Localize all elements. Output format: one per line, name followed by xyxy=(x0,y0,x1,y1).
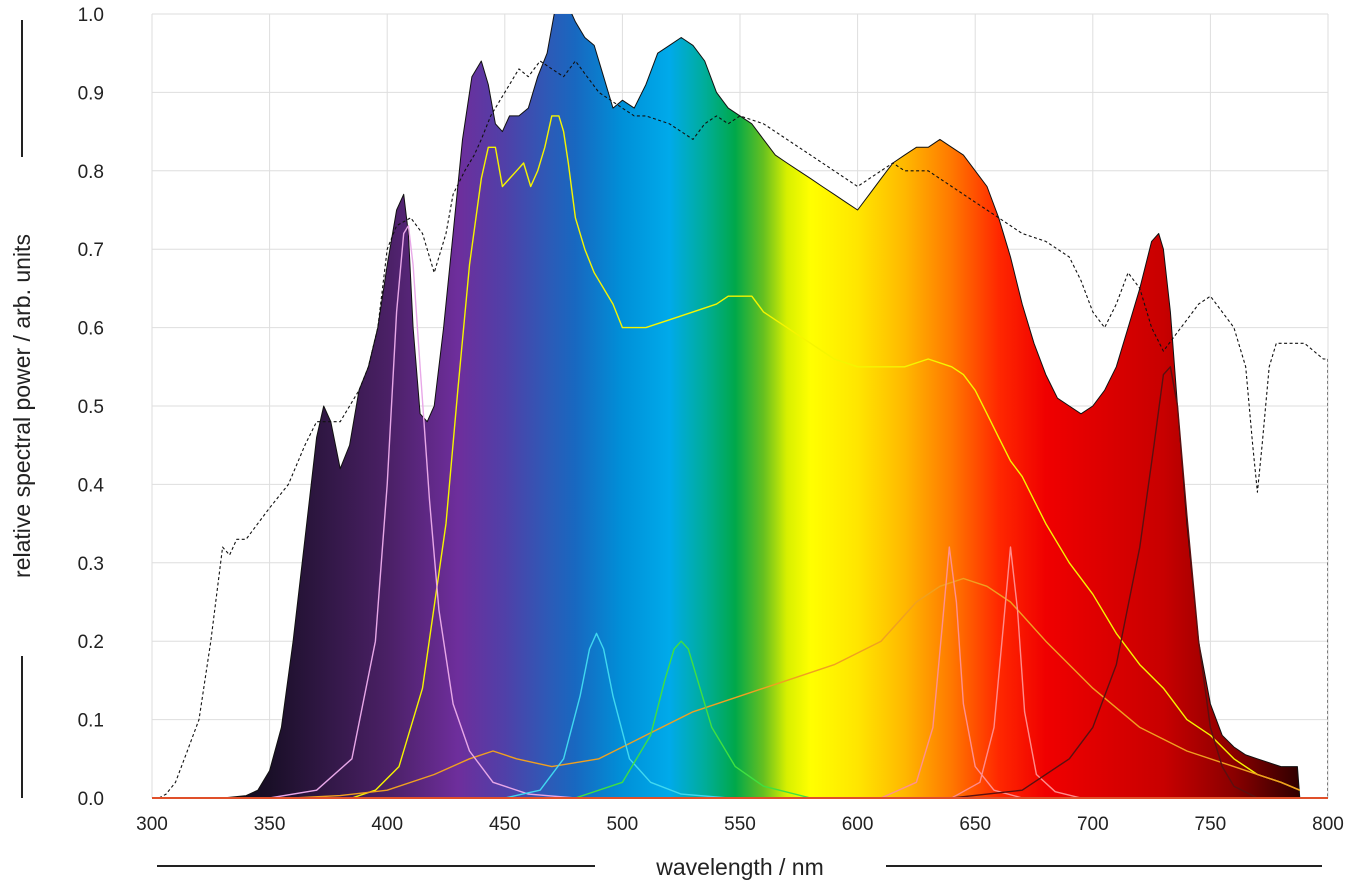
y-tick-label: 0.8 xyxy=(78,162,104,183)
y-tick-label: 0.2 xyxy=(78,632,104,653)
series-line-3 xyxy=(269,225,576,798)
series-line-6 xyxy=(880,546,1023,798)
y-tick-label: 0.0 xyxy=(78,789,104,810)
x-tick-label: 750 xyxy=(1195,814,1227,835)
total-spectrum-area xyxy=(222,14,1301,798)
y-tick-label: 0.4 xyxy=(78,475,105,496)
y-tick-label: 0.6 xyxy=(78,319,104,340)
x-tick-label: 650 xyxy=(959,814,991,835)
y-tick-label: 0.3 xyxy=(78,554,104,575)
x-tick-label: 450 xyxy=(489,814,521,835)
x-tick-label: 350 xyxy=(254,814,286,835)
x-tick-labels: 300 350 400 450 500 550 600 650 700 750 800 xyxy=(136,814,1344,835)
series-line-1 xyxy=(351,115,1301,798)
y-tick-label: 0.9 xyxy=(78,83,104,104)
series-line-7 xyxy=(951,546,1082,798)
series-line-2 xyxy=(293,577,1301,798)
total-spectrum-layer xyxy=(222,14,1301,798)
x-tick-label: 300 xyxy=(136,814,168,835)
y-axis-label: relative spectral power / arb. units xyxy=(9,234,35,578)
series-line-5 xyxy=(575,640,811,798)
series-line-4 xyxy=(504,632,729,798)
x-tick-label: 800 xyxy=(1312,814,1344,835)
series-line-9 xyxy=(158,60,1328,798)
y-tick-label: 1.0 xyxy=(78,5,104,26)
x-tick-label: 400 xyxy=(371,814,403,835)
x-tick-label: 700 xyxy=(1077,814,1109,835)
x-tick-label: 550 xyxy=(724,814,756,835)
y-tick-labels: 0.0 0.1 0.2 0.3 0.4 0.5 0.6 0.7 0.8 0.9 1.0 xyxy=(78,5,105,810)
y-tick-label: 0.5 xyxy=(78,397,104,418)
x-tick-label: 600 xyxy=(842,814,874,835)
series-line-8 xyxy=(951,366,1258,798)
x-axis-label: wavelength / nm xyxy=(655,854,823,880)
x-tick-label: 500 xyxy=(607,814,639,835)
y-tick-label: 0.7 xyxy=(78,240,104,261)
y-tick-label: 0.1 xyxy=(78,711,104,732)
component-series-layer xyxy=(158,60,1328,798)
